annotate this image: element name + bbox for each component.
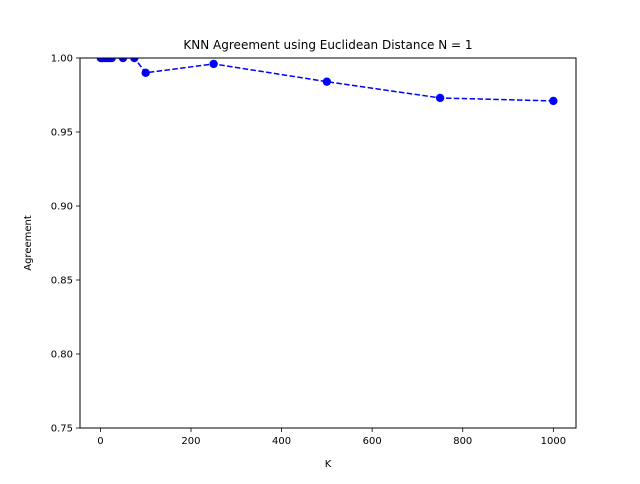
y-tick-label: 1.00 bbox=[51, 54, 73, 65]
x-tick-label: 1000 bbox=[541, 436, 566, 447]
x-tick-label: 200 bbox=[181, 436, 200, 447]
x-axis-label: K bbox=[325, 459, 332, 470]
data-point bbox=[549, 96, 558, 106]
plot-frame bbox=[79, 57, 577, 429]
data-point bbox=[130, 58, 139, 63]
data-point bbox=[107, 58, 116, 63]
x-tick-label: 800 bbox=[453, 436, 472, 447]
data-point bbox=[322, 77, 332, 86]
y-tick-label: 0.75 bbox=[51, 424, 73, 435]
y-tick-label: 0.85 bbox=[51, 276, 73, 287]
data-point bbox=[118, 58, 128, 63]
x-tick-label: 0 bbox=[97, 436, 103, 447]
data-point bbox=[141, 68, 150, 78]
y-tick-label: 0.95 bbox=[51, 128, 73, 139]
data-point bbox=[435, 93, 445, 103]
x-tick-label: 400 bbox=[272, 436, 291, 447]
data-point bbox=[209, 59, 218, 69]
y-axis-label: Agreement bbox=[23, 215, 34, 271]
y-tick-label: 0.80 bbox=[51, 350, 73, 361]
series-layer bbox=[96, 58, 558, 106]
x-tick-label: 600 bbox=[363, 436, 382, 447]
y-axis: 0.75 0.80 0.85 0.90 0.95 1.00 bbox=[51, 54, 80, 435]
x-axis: 0 200 400 600 800 1000 bbox=[97, 428, 566, 447]
chart-title: KNN Agreement using Euclidean Distance N… bbox=[183, 38, 472, 52]
y-tick-label: 0.90 bbox=[51, 202, 73, 213]
